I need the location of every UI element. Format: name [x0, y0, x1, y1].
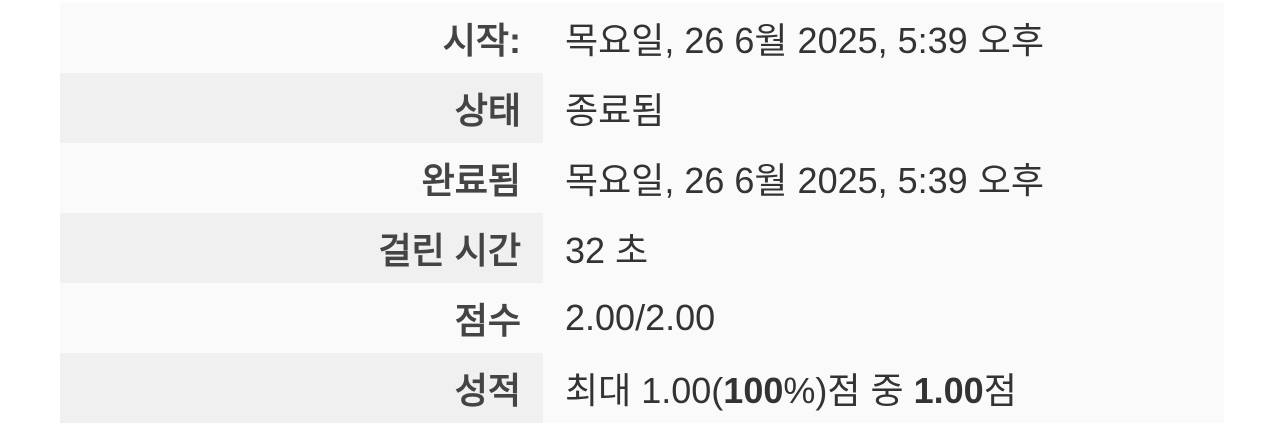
row-started: 시작: 목요일, 26 6월 2025, 5:39 오후 — [60, 3, 1224, 73]
row-marks: 점수 2.00/2.00 — [60, 283, 1224, 353]
quiz-attempt-summary-table: 시작: 목요일, 26 6월 2025, 5:39 오후 상태 종료됨 완료됨 … — [60, 3, 1224, 423]
grade-percent-suffix: %)점 중 — [783, 370, 914, 411]
state-label: 상태 — [60, 73, 543, 143]
time-taken-label: 걸린 시간 — [60, 213, 543, 283]
completed-value: 목요일, 26 6월 2025, 5:39 오후 — [543, 143, 1224, 213]
row-grade: 성적 최대 1.00(100%)점 중 1.00점 — [60, 353, 1224, 423]
marks-value: 2.00/2.00 — [543, 283, 1224, 353]
started-value: 목요일, 26 6월 2025, 5:39 오후 — [543, 3, 1224, 73]
grade-label: 성적 — [60, 353, 543, 423]
grade-value: 최대 1.00(100%)점 중 1.00점 — [543, 353, 1224, 423]
row-state: 상태 종료됨 — [60, 73, 1224, 143]
row-time-taken: 걸린 시간 32 초 — [60, 213, 1224, 283]
completed-label: 완료됨 — [60, 143, 543, 213]
grade-suffix: 점 — [983, 370, 1017, 411]
grade-prefix: 최대 1.00( — [565, 370, 724, 411]
started-label: 시작: — [60, 3, 543, 73]
time-taken-value: 32 초 — [543, 213, 1224, 283]
marks-label: 점수 — [60, 283, 543, 353]
grade-score: 1.00 — [913, 370, 984, 411]
row-completed: 완료됨 목요일, 26 6월 2025, 5:39 오후 — [60, 143, 1224, 213]
grade-percent: 100 — [723, 370, 784, 411]
state-value: 종료됨 — [543, 73, 1224, 143]
